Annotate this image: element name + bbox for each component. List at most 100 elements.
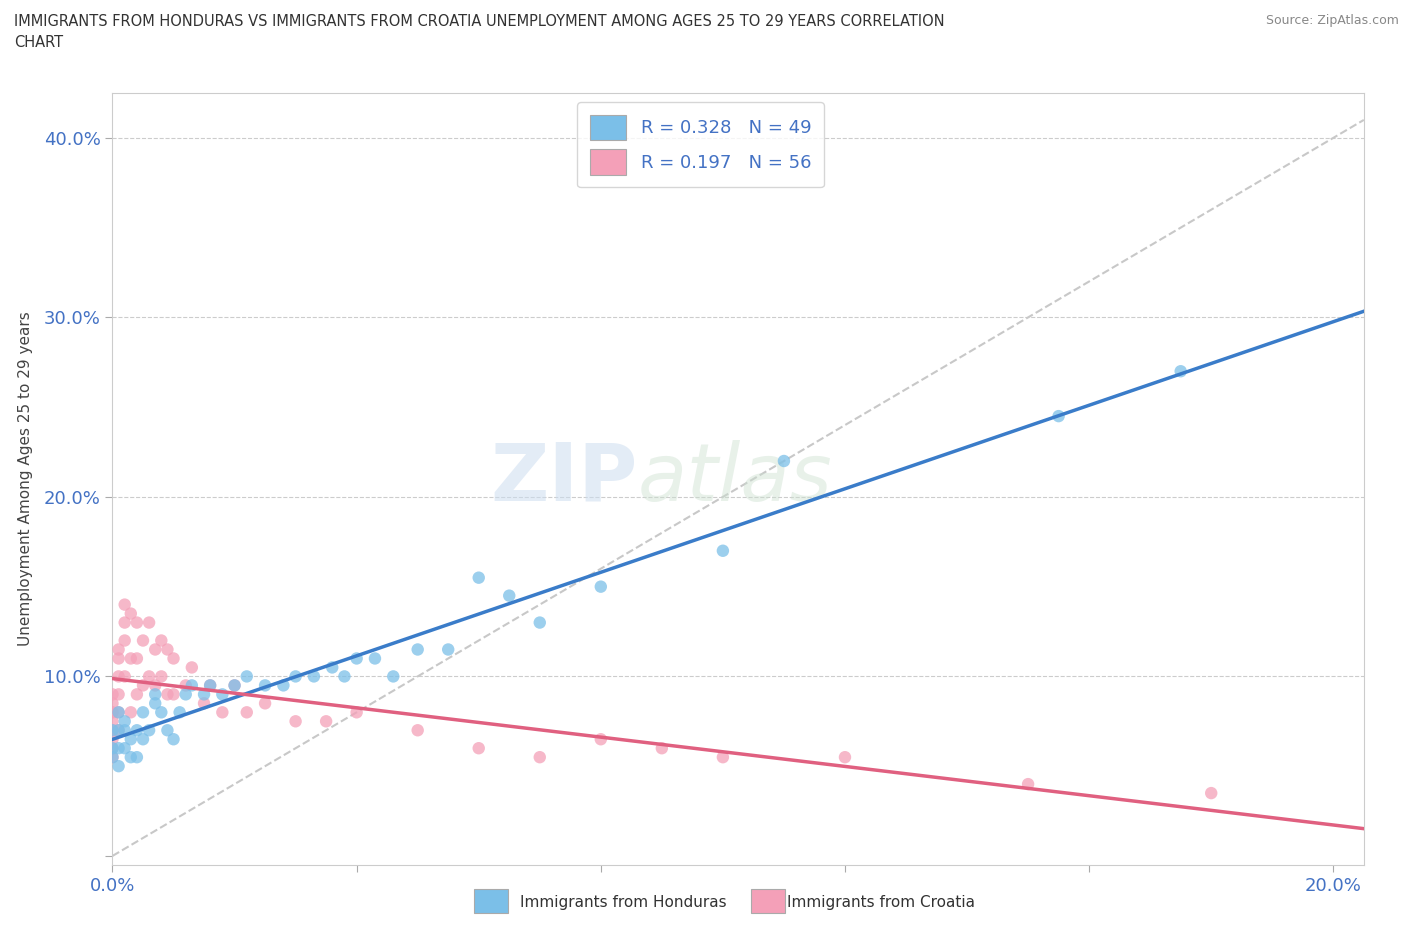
Point — [101, 687, 124, 702]
Point — [120, 732, 142, 747]
Point — [101, 696, 124, 711]
Point — [120, 705, 142, 720]
Point — [193, 687, 215, 702]
Point — [120, 606, 142, 621]
Point — [224, 678, 246, 693]
Point — [107, 759, 129, 774]
Point — [302, 669, 325, 684]
Point — [364, 651, 387, 666]
Point — [132, 678, 155, 693]
Point — [254, 678, 277, 693]
Point — [107, 651, 129, 666]
Point — [101, 741, 124, 756]
Point — [834, 750, 856, 764]
Point — [107, 705, 129, 720]
Point — [346, 651, 368, 666]
Legend: R = 0.328   N = 49, R = 0.197   N = 56: R = 0.328 N = 49, R = 0.197 N = 56 — [578, 102, 824, 188]
Point — [114, 714, 136, 729]
Point — [236, 669, 259, 684]
Point — [120, 750, 142, 764]
Point — [773, 454, 796, 469]
Point — [101, 714, 124, 729]
Point — [589, 732, 612, 747]
Point — [150, 705, 173, 720]
Point — [711, 750, 734, 764]
Point — [156, 687, 179, 702]
Point — [406, 642, 429, 657]
Point — [406, 723, 429, 737]
Point — [114, 597, 136, 612]
Point — [114, 669, 136, 684]
Point — [1047, 408, 1070, 423]
Point — [180, 660, 202, 675]
Text: IMMIGRANTS FROM HONDURAS VS IMMIGRANTS FROM CROATIA UNEMPLOYMENT AMONG AGES 25 T: IMMIGRANTS FROM HONDURAS VS IMMIGRANTS F… — [14, 14, 945, 29]
Point — [284, 714, 307, 729]
Y-axis label: Unemployment Among Ages 25 to 29 years: Unemployment Among Ages 25 to 29 years — [18, 312, 32, 646]
Point — [101, 732, 124, 747]
Point — [156, 723, 179, 737]
Point — [132, 633, 155, 648]
Point — [125, 615, 148, 630]
Point — [125, 651, 148, 666]
Point — [1170, 364, 1192, 379]
Point — [162, 687, 184, 702]
Point — [101, 750, 124, 764]
Point — [589, 579, 612, 594]
Point — [101, 723, 124, 737]
Point — [174, 678, 197, 693]
Point — [315, 714, 337, 729]
Point — [143, 678, 166, 693]
Point — [711, 543, 734, 558]
Text: CHART: CHART — [14, 35, 63, 50]
Point — [101, 723, 124, 737]
Point — [162, 651, 184, 666]
Point — [125, 723, 148, 737]
Text: Immigrants from Croatia: Immigrants from Croatia — [787, 895, 976, 910]
Point — [125, 750, 148, 764]
Point — [198, 678, 221, 693]
Point — [236, 705, 259, 720]
Point — [529, 615, 551, 630]
Text: Immigrants from Honduras: Immigrants from Honduras — [520, 895, 727, 910]
Text: Source: ZipAtlas.com: Source: ZipAtlas.com — [1265, 14, 1399, 27]
Point — [107, 741, 129, 756]
Text: atlas: atlas — [638, 440, 832, 518]
Point — [120, 651, 142, 666]
Point — [346, 705, 368, 720]
Point — [107, 723, 129, 737]
Point — [467, 741, 489, 756]
Point — [1199, 786, 1222, 801]
Point — [156, 642, 179, 657]
Point — [114, 615, 136, 630]
Point — [321, 660, 343, 675]
Point — [138, 723, 160, 737]
Point — [437, 642, 460, 657]
Point — [198, 678, 221, 693]
Point — [150, 633, 173, 648]
Point — [143, 696, 166, 711]
Point — [143, 687, 166, 702]
Point — [114, 723, 136, 737]
Point — [211, 687, 233, 702]
Point — [284, 669, 307, 684]
Point — [1017, 777, 1039, 791]
Point — [150, 669, 173, 684]
Point — [138, 615, 160, 630]
Point — [273, 678, 295, 693]
Text: ZIP: ZIP — [491, 440, 638, 518]
Point — [224, 678, 246, 693]
Point — [162, 732, 184, 747]
Point — [101, 705, 124, 720]
Point — [107, 669, 129, 684]
Point — [107, 687, 129, 702]
Point — [138, 669, 160, 684]
Point — [114, 741, 136, 756]
Point — [333, 669, 356, 684]
Point — [498, 588, 520, 603]
Point — [169, 705, 191, 720]
Point — [211, 705, 233, 720]
Point — [382, 669, 405, 684]
Point — [132, 705, 155, 720]
Point — [125, 687, 148, 702]
Point — [254, 696, 277, 711]
